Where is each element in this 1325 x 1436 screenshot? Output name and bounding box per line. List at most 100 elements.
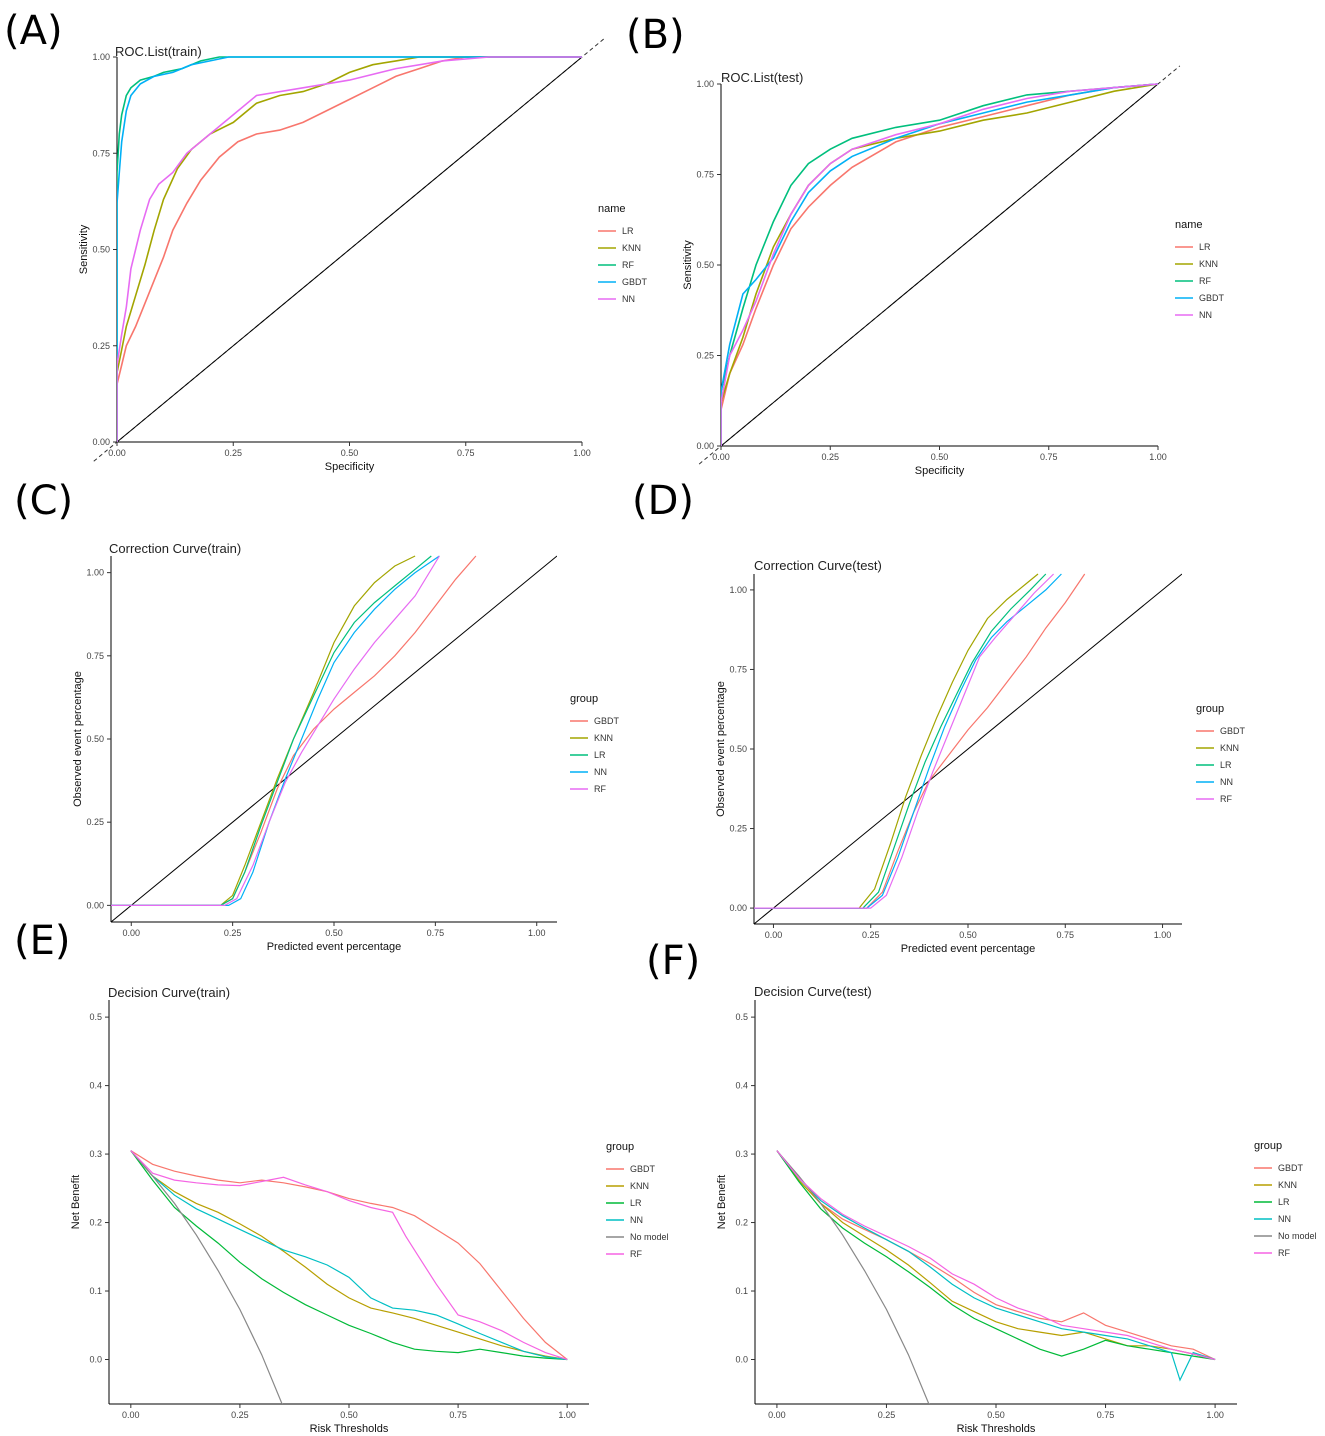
y-tick-label: 0.2 [735, 1218, 748, 1228]
x-tick-label: 0.50 [325, 928, 343, 938]
legend-title: name [598, 203, 626, 215]
x-tick-label: 0.50 [959, 930, 977, 940]
y-tick-label: 0.3 [735, 1149, 748, 1159]
series-nn [117, 56, 582, 442]
legend-title: name [1175, 219, 1203, 231]
legend-label: NN [1278, 1214, 1291, 1224]
y-tick-label: 0.00 [92, 437, 110, 447]
legend-label: RF [1199, 276, 1211, 286]
series-nn [776, 1150, 1216, 1382]
legend-label: NN [630, 1215, 643, 1225]
y-tick-label: 0.25 [86, 817, 104, 827]
y-tick-label: 0.25 [696, 351, 714, 361]
legend-label: RF [594, 784, 606, 794]
panel-label-e: (E) [14, 918, 71, 964]
chart-e: 0.00 0.25 0.50 0.75 1.00 0.0 0.1 0.2 0.3 0.4 0.5 Ri… [70, 1000, 669, 1435]
x-tick-label: 0.25 [878, 1410, 896, 1420]
series-rf [130, 1150, 568, 1361]
panel-label-a: (A) [4, 8, 63, 54]
x-tick-label: 0.75 [457, 448, 475, 458]
y-tick-label: 0.25 [729, 824, 747, 834]
series-rf [721, 83, 1158, 446]
y-tick-label: 0.0 [735, 1354, 748, 1364]
chart-b: 0.00 0.25 0.50 0.75 1.00 0.00 0.25 0.50 0.75 1.00… [682, 65, 1225, 477]
y-tick-label: 0.3 [89, 1149, 102, 1159]
legend-label: KNN [622, 243, 641, 253]
x-tick-label: 1.00 [573, 448, 591, 458]
chart-a: 0.00 0.25 0.50 0.75 1.00 0.00 0.25 0.50 0.75 1.00… [78, 37, 648, 473]
series-knn [776, 1150, 1216, 1361]
legend-label: GBDT [1199, 293, 1225, 303]
x-tick-label: 0.50 [340, 1410, 358, 1420]
series-lr [721, 83, 1158, 446]
series-gbdt [754, 573, 1086, 909]
y-tick-label: 0.1 [735, 1286, 748, 1296]
x-tick-label: 1.00 [528, 928, 546, 938]
legend-label: LR [630, 1198, 642, 1208]
legend-label: KNN [1199, 259, 1218, 269]
x-axis-label: Specificity [915, 465, 965, 477]
y-tick-label: 0.25 [92, 341, 110, 351]
legend-label: RF [1278, 1248, 1290, 1258]
y-tick-label: 0.75 [86, 651, 104, 661]
series-gbdt [776, 1150, 1216, 1361]
reference-diagonal [111, 555, 557, 922]
y-tick-label: 0.50 [86, 734, 104, 744]
y-axis-label: Net Benefit [716, 1175, 728, 1229]
y-axis-label: Sensitivity [682, 240, 694, 290]
x-tick-label: 0.50 [931, 452, 949, 462]
legend-label: RF [1220, 794, 1232, 804]
y-axis-label: Net Benefit [70, 1175, 82, 1229]
x-tick-label: 0.25 [224, 448, 242, 458]
legend-label: NN [1199, 310, 1212, 320]
panel-label-c: (C) [14, 478, 74, 524]
series-lr [111, 555, 432, 907]
y-tick-label: 0.4 [735, 1081, 748, 1091]
y-tick-label: 0.5 [735, 1012, 748, 1022]
x-axis-label: Risk Thresholds [957, 1423, 1036, 1435]
x-tick-label: 1.00 [1206, 1410, 1224, 1420]
series-nn [754, 573, 1062, 909]
y-tick-label: 0.50 [696, 260, 714, 270]
chart-c: 0.00 0.25 0.50 0.75 1.00 0.00 0.25 0.50 0.75 1.00… [72, 555, 620, 953]
legend-label: No model [1278, 1231, 1317, 1241]
legend-label: GBDT [594, 716, 620, 726]
series-gbdt [117, 56, 582, 442]
x-tick-label: 1.00 [1149, 452, 1167, 462]
legend-label: NN [1220, 777, 1233, 787]
legend-label: KNN [1278, 1180, 1297, 1190]
series-knn [117, 56, 582, 442]
series-knn [111, 555, 416, 907]
legend-label: LR [594, 750, 606, 760]
x-tick-label: 0.00 [768, 1410, 786, 1420]
chart-d: 0.00 0.25 0.50 0.75 1.00 0.00 0.25 0.50 0.75 1.00… [715, 573, 1246, 955]
series-lr [117, 56, 582, 442]
x-axis-label: Specificity [325, 461, 375, 473]
series-lr [776, 1150, 1216, 1361]
y-tick-label: 0.00 [86, 900, 104, 910]
reference-diagonal [754, 573, 1182, 924]
legend-label: LR [622, 226, 634, 236]
y-tick-label: 1.00 [729, 585, 747, 595]
legend-label: No model [630, 1232, 669, 1242]
series-lr [130, 1150, 568, 1361]
series-no-model [776, 1150, 930, 1404]
legend-label: GBDT [1278, 1163, 1304, 1173]
series-nn [721, 83, 1158, 446]
legend-label: RF [630, 1249, 642, 1259]
x-tick-label: 0.25 [224, 928, 242, 938]
y-tick-label: 0.2 [89, 1218, 102, 1228]
series-knn [130, 1150, 568, 1361]
y-tick-label: 0.5 [89, 1012, 102, 1022]
series-rf [117, 56, 582, 442]
series-rf [754, 573, 1055, 909]
x-tick-label: 0.00 [712, 452, 730, 462]
legend-label: KNN [630, 1181, 649, 1191]
series-gbdt [130, 1150, 568, 1360]
x-tick-label: 0.75 [1040, 452, 1058, 462]
y-tick-label: 1.00 [696, 79, 714, 89]
series-knn [754, 573, 1039, 909]
x-axis-label: Predicted event percentage [901, 943, 1036, 955]
legend-label: LR [1220, 760, 1232, 770]
x-tick-label: 0.00 [123, 928, 141, 938]
